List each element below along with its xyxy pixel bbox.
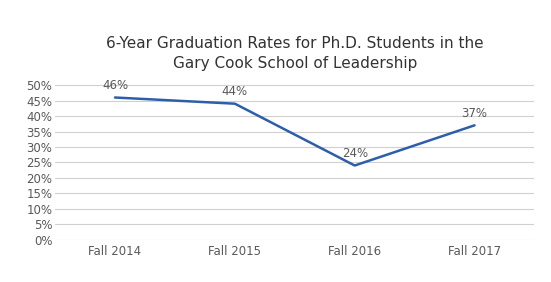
- Text: 37%: 37%: [462, 107, 488, 120]
- Title: 6-Year Graduation Rates for Ph.D. Students in the
Gary Cook School of Leadership: 6-Year Graduation Rates for Ph.D. Studen…: [106, 36, 484, 71]
- Text: 44%: 44%: [222, 85, 248, 98]
- Text: 24%: 24%: [342, 147, 368, 160]
- Text: 46%: 46%: [102, 79, 128, 92]
